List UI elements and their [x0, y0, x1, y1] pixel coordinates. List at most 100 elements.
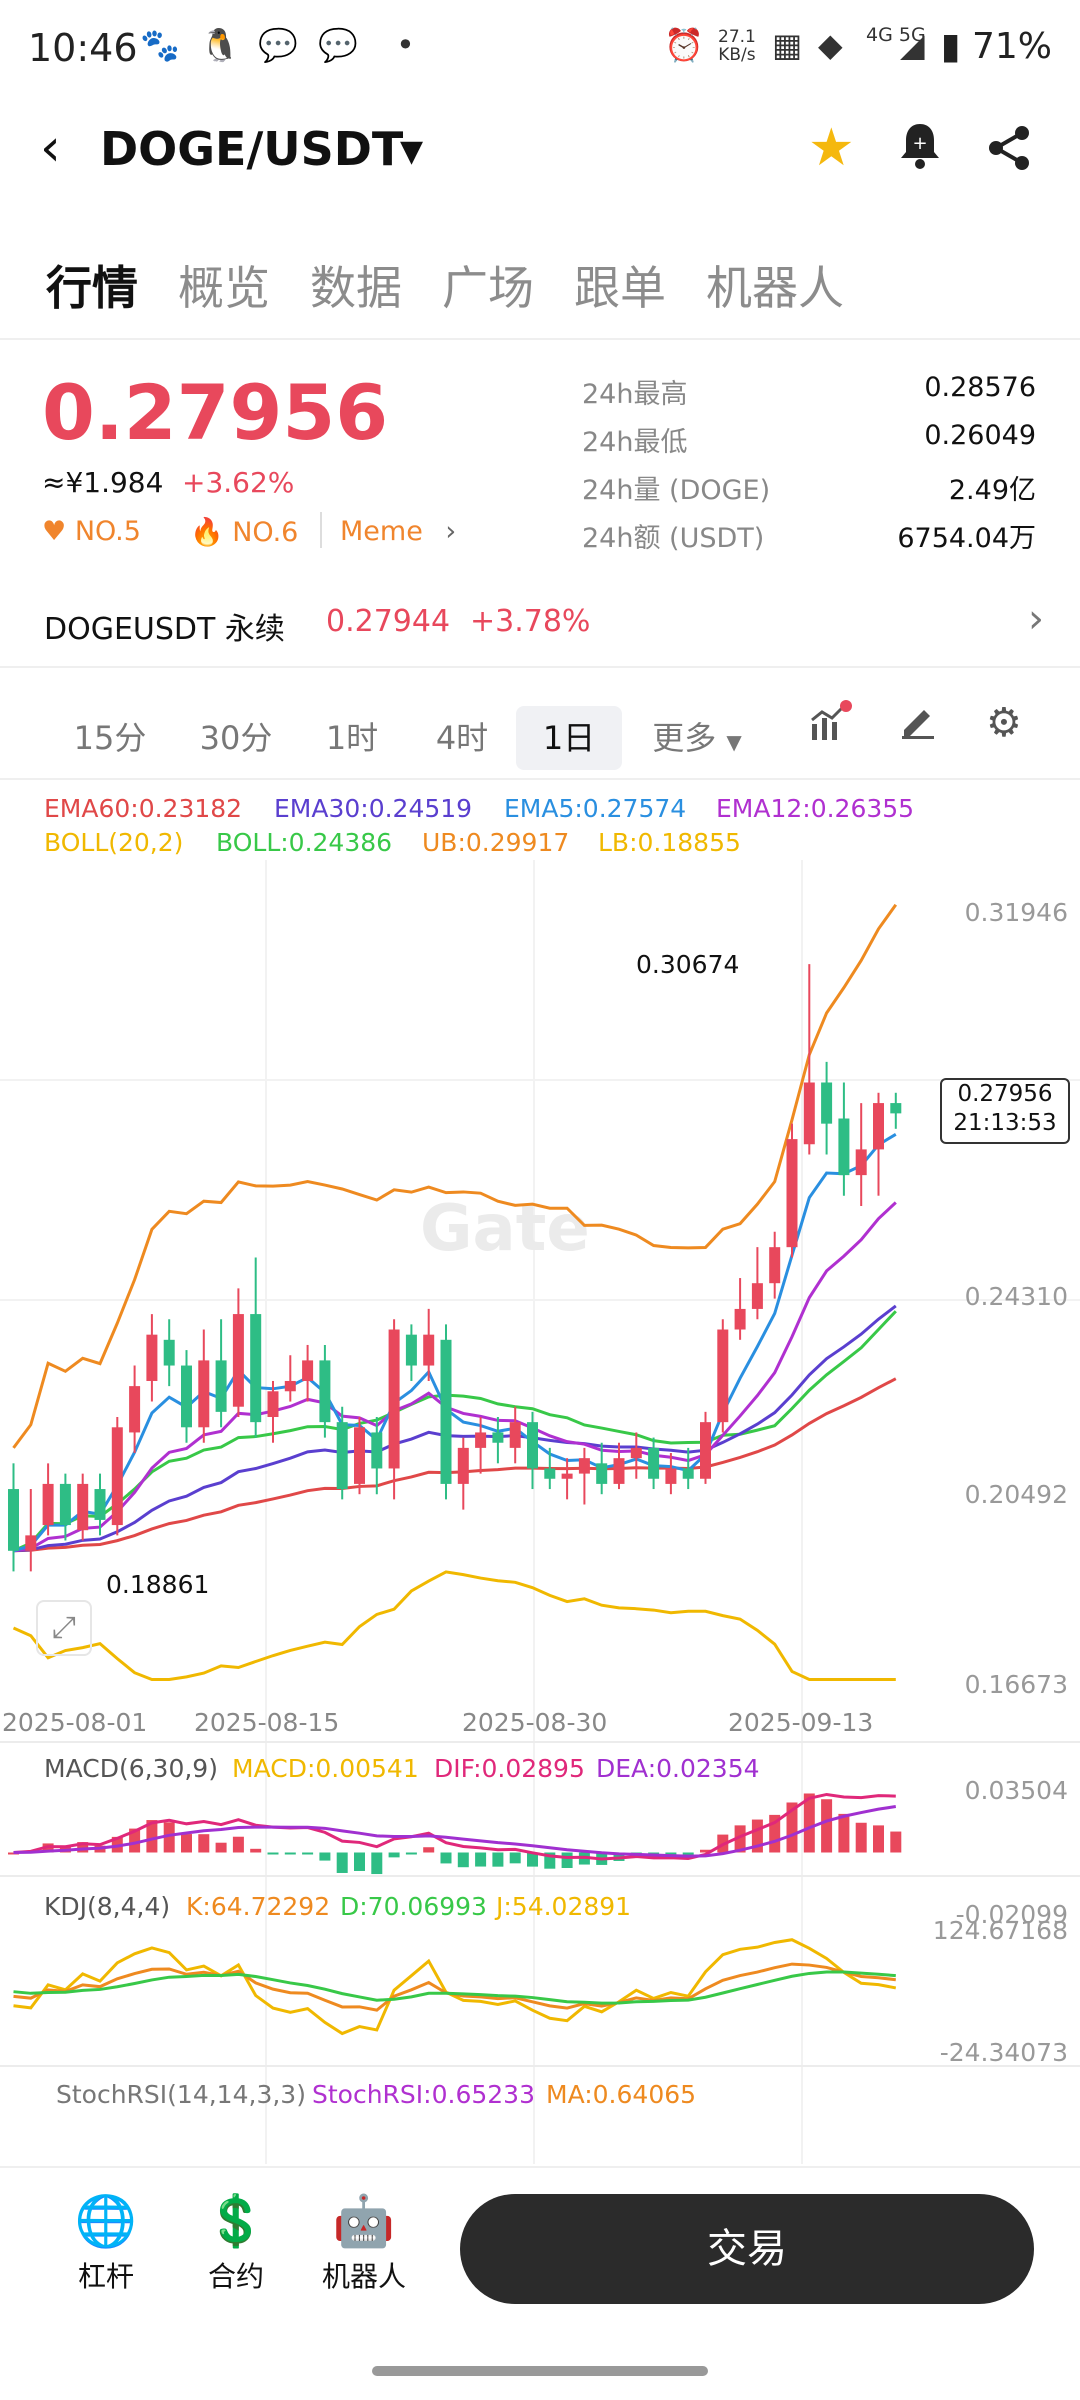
stat-label-volume: 24h量 (DOGE) — [582, 475, 771, 506]
kdj-j-line — [13, 1938, 897, 2036]
ema12-label: EMA12:0.26355 — [716, 794, 915, 823]
stochrsi-title: StochRSI(14,14,3,3) — [56, 2080, 306, 2109]
candle — [457, 1447, 469, 1484]
low-price-label: 0.18861 — [106, 1570, 210, 1599]
macd-bar — [8, 1852, 19, 1855]
divider — [0, 2166, 1080, 2168]
x-tick: 2025-09-13 — [728, 1708, 874, 1737]
battery-icon: ▮ — [940, 26, 961, 67]
interval-4h[interactable]: 4时 — [435, 719, 489, 757]
tab-overview[interactable]: 概览 — [178, 261, 270, 315]
macd-bar — [250, 1848, 262, 1853]
kdj-d-line — [13, 1970, 896, 2005]
candle — [838, 1118, 850, 1176]
candle — [405, 1334, 417, 1366]
tab-data[interactable]: 数据 — [310, 261, 402, 315]
candle — [873, 1103, 884, 1150]
pair-title[interactable]: DOGE/USDT — [100, 122, 404, 176]
status-time: 10:46 — [28, 26, 138, 70]
candle — [336, 1422, 348, 1490]
stat-value-high: 0.28576 — [924, 372, 1036, 403]
interval-30m[interactable]: 30分 — [199, 719, 273, 757]
qq-app-icon: 🐧 — [200, 26, 240, 64]
candle — [354, 1427, 365, 1484]
candle — [94, 1489, 106, 1520]
bot-button[interactable]: 🤖 机器人 — [314, 2192, 414, 2295]
signal-icon: ◢ — [900, 26, 925, 64]
candle — [163, 1339, 175, 1366]
tab-square[interactable]: 广场 — [442, 261, 534, 315]
home-indicator[interactable] — [372, 2366, 708, 2376]
wechat-app-icon: 💬 — [258, 26, 298, 64]
back-icon[interactable]: ‹ — [40, 118, 61, 178]
macd-bar — [267, 1852, 279, 1855]
trade-button[interactable]: 交易 — [460, 2194, 1034, 2304]
baidu-app-icon: 🐾 — [140, 26, 180, 64]
dropdown-caret-icon[interactable]: ▼ — [400, 134, 424, 169]
star-icon[interactable]: ★ — [808, 118, 855, 178]
rank-badge-1[interactable]: ♥ NO.5 — [42, 516, 141, 547]
dot-icon: • — [396, 26, 415, 64]
candle — [59, 1483, 71, 1526]
perpetual-row[interactable]: DOGEUSDT 永续 0.27944 +3.78% › — [0, 580, 1080, 666]
meme-tag[interactable]: Meme › — [340, 516, 457, 547]
kline-chart[interactable]: EMA60:0.23182 EMA30:0.24519 EMA5:0.27574… — [0, 780, 1080, 2164]
macd-bar — [527, 1852, 538, 1867]
y-tick: 0.31946 — [964, 898, 1068, 927]
candle — [492, 1432, 504, 1443]
macd-bar — [457, 1852, 469, 1868]
candle — [682, 1468, 694, 1479]
interval-15m[interactable]: 15分 — [73, 719, 147, 757]
macd-bar — [388, 1852, 400, 1858]
tab-market[interactable]: 行情 — [46, 261, 138, 315]
candle — [25, 1535, 37, 1551]
interval-more[interactable]: 更多 ▼ — [652, 719, 742, 757]
futures-button[interactable]: 💲 合约 — [186, 2192, 286, 2295]
candle — [786, 1139, 798, 1248]
futures-label: 合约 — [207, 2260, 264, 2293]
last-price-tag: 0.27956 21:13:53 — [940, 1078, 1070, 1144]
interval-1d[interactable]: 1日 — [516, 706, 622, 770]
perpetual-label: DOGEUSDT 永续 — [44, 612, 285, 647]
macd-bar — [405, 1852, 417, 1855]
ema5-label: EMA5:0.27574 — [504, 794, 687, 823]
stat-value-low: 0.26049 — [924, 420, 1036, 451]
y-tick: 0.24310 — [964, 1282, 1068, 1311]
leverage-label: 杠杆 — [77, 2260, 134, 2293]
settings-gear-icon[interactable]: ⚙ — [986, 700, 1022, 746]
macd-bar — [371, 1852, 383, 1875]
price-change: +3.62% — [182, 466, 295, 499]
net-unit: KB/s — [718, 45, 756, 65]
bell-icon[interactable]: + — [898, 120, 942, 183]
indicator-icon[interactable] — [808, 700, 852, 754]
futures-icon: 💲 — [204, 2192, 268, 2250]
chevron-right-icon: › — [1028, 596, 1044, 642]
leverage-button[interactable]: 🌐 杠杆 — [56, 2192, 156, 2295]
macd-bar — [284, 1852, 296, 1855]
macd-bar — [336, 1852, 348, 1873]
leverage-icon: 🌐 — [74, 2192, 138, 2250]
svg-text:+: + — [912, 133, 927, 154]
share-icon[interactable] — [986, 124, 1032, 184]
tab-copy-trade[interactable]: 跟单 — [574, 261, 666, 315]
draw-pencil-icon[interactable] — [898, 700, 938, 750]
perpetual-change: +3.78% — [470, 604, 591, 639]
x-tick: 2025-08-15 — [194, 1708, 340, 1737]
boll-mid-label: BOLL:0.24386 — [216, 828, 393, 857]
fullscreen-expand-icon[interactable]: ⤢ — [36, 1600, 92, 1656]
candle — [613, 1458, 625, 1484]
tab-bot[interactable]: 机器人 — [706, 261, 844, 315]
rank-badge-2[interactable]: 🔥 NO.6 — [190, 517, 299, 548]
candle — [475, 1432, 487, 1448]
candle — [665, 1468, 677, 1484]
macd-bar — [803, 1793, 815, 1853]
macd-bar — [475, 1852, 487, 1867]
macd-bar — [890, 1831, 902, 1853]
macd-tick: -0.02099 — [955, 1900, 1068, 1929]
interval-1h[interactable]: 1时 — [325, 719, 379, 757]
stat-label-low: 24h最低 — [582, 427, 688, 458]
dif-value: DIF:0.02895 — [434, 1754, 585, 1783]
kdj-k-line — [13, 1962, 896, 2012]
kdj-d-value: D:70.06993 — [340, 1892, 487, 1921]
candle — [734, 1308, 746, 1330]
